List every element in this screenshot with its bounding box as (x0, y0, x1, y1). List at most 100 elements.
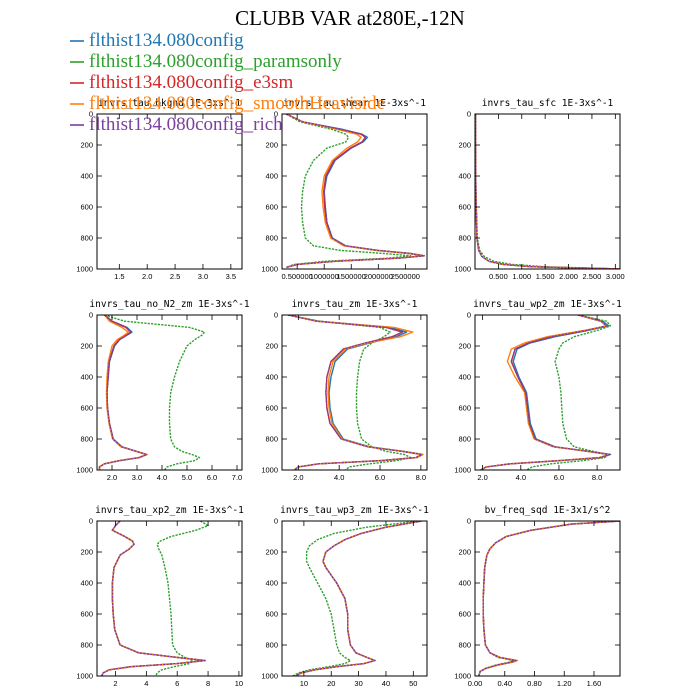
plot-area (98, 315, 206, 470)
x-tick-label: 6.0 (554, 473, 564, 482)
panel-title: invrs_tau_zm 1E-3xs^-1 (292, 299, 418, 310)
x-tick-label: 1.5 (114, 272, 124, 281)
panel-1: invrs_tau_bkgnd 1E-3xs^-1 0 200 400 600 800 10… (76, 98, 243, 281)
x-tick-label: 5.0 (182, 473, 192, 482)
y-tick-label: 400 (80, 373, 93, 382)
legend: flthist134.080configflthist134.080config… (70, 30, 385, 135)
series-line-3 (287, 315, 423, 470)
panel-title: invrs_tau_xp2_zm 1E-3xs^-1 (95, 505, 244, 516)
panel-7: invrs_tau_xp2_zm 1E-3xs^-10 200 400 600 800 1… (76, 505, 244, 688)
x-tick-label: 40 (382, 679, 390, 688)
y-tick-label: 400 (265, 579, 278, 588)
figure-title: CLUBB VAR at280E,-12N (235, 6, 465, 30)
x-tick-label: 8 (206, 679, 210, 688)
y-tick-label: 200 (458, 342, 471, 351)
panel-9: bv_freq_sqd 1E-3x1/s^2020040060080010000… (454, 505, 621, 688)
x-tick-label: 3.5 (226, 272, 236, 281)
legend-label: flthist134.080config_paramsonly (89, 51, 342, 72)
y-tick-label: 0 (467, 517, 471, 526)
y-tick-label: 1000 (261, 466, 278, 475)
y-tick-label: 400 (80, 172, 93, 181)
series-line-5 (478, 521, 620, 676)
x-tick-label: 4.0 (157, 473, 167, 482)
panel-title: invrs_tau_bkgnd 1E-3xs^-1 (98, 98, 241, 109)
series-line-5 (295, 521, 422, 676)
plot-area (475, 114, 620, 269)
y-tick-label: 0 (467, 110, 471, 119)
series-line-5 (285, 114, 425, 269)
x-tick-label: 0.500 (489, 272, 508, 281)
plot-frame (96, 113, 243, 270)
x-tick-label: 2000000 (364, 272, 393, 281)
y-tick-label: 1000 (76, 466, 93, 475)
legend-item: flthist134.080config_rich (70, 114, 283, 135)
y-tick-label: 400 (458, 373, 471, 382)
panel-title: bv_freq_sqd 1E-3x1/s^2 (485, 505, 611, 516)
panel-grid: invrs_tau_bkgnd 1E-3xs^-1020040060080010… (76, 98, 624, 688)
y-tick-label: 0 (274, 311, 278, 320)
series-line-2 (292, 521, 419, 676)
y-tick-label: 200 (265, 141, 278, 150)
x-tick-label: 2.0 (142, 272, 152, 281)
y-tick-label: 400 (265, 373, 278, 382)
panel-2: invrs_tau_shear 1E-3xs^-1 0 200 400 600 800 10… (261, 98, 428, 281)
series-line-2 (478, 521, 620, 676)
y-tick-label: 0 (274, 110, 278, 119)
plot-frame (474, 113, 621, 270)
series-line-3 (100, 521, 206, 676)
plot-area (100, 521, 209, 676)
y-tick-label: 800 (80, 641, 93, 650)
series-line-2 (475, 114, 620, 269)
legend-label: flthist134.080config_smoothHeaviside (89, 93, 385, 114)
series-line-2 (104, 315, 206, 470)
y-tick-label: 800 (265, 641, 278, 650)
plot-frame (281, 520, 428, 677)
y-tick-label: 400 (265, 172, 278, 181)
panel-title: invrs_tau_sfc 1E-3xs^-1 (482, 98, 614, 109)
x-tick-label: 50 (409, 679, 417, 688)
series-line-4 (475, 114, 620, 269)
y-tick-label: 1000 (76, 265, 93, 274)
panel-3: invrs_tau_sfc 1E-3xs^-1 0 200 400 600 800 1000… (454, 98, 624, 281)
legend-label: flthist134.080config_rich (89, 114, 283, 135)
y-tick-label: 600 (80, 404, 93, 413)
y-tick-label: 200 (265, 548, 278, 557)
y-tick-label: 600 (265, 610, 278, 619)
plot-area (285, 114, 425, 269)
series-line-5 (475, 114, 620, 269)
x-tick-label: 2.0 (107, 473, 117, 482)
x-tick-label: 6.0 (207, 473, 217, 482)
x-tick-label: 1.20 (557, 679, 572, 688)
y-tick-label: 1000 (454, 672, 471, 681)
y-tick-label: 600 (458, 404, 471, 413)
plot-area (480, 315, 612, 470)
y-tick-label: 200 (80, 342, 93, 351)
plot-frame (281, 314, 428, 471)
panel-title: invrs_tau_shear 1E-3xs^-1 (283, 98, 426, 109)
series-line-3 (285, 114, 425, 269)
x-tick-label: 4 (144, 679, 148, 688)
series-line-1 (475, 114, 620, 269)
plot-frame (474, 520, 621, 677)
series-line-3 (475, 114, 620, 269)
y-tick-label: 1000 (454, 265, 471, 274)
panel-5: invrs_tau_zm 1E-3xs^-1 0 200 400 600 800 1000 2… (261, 299, 428, 482)
x-tick-label: 0.500000 (282, 272, 313, 281)
x-tick-label: 1500000 (337, 272, 366, 281)
series-line-4 (478, 521, 620, 676)
plot-area (287, 315, 424, 470)
x-tick-label: 6.0 (375, 473, 385, 482)
y-tick-label: 400 (458, 579, 471, 588)
series-line-5 (98, 315, 148, 470)
y-tick-label: 800 (458, 641, 471, 650)
series-line-4 (295, 521, 422, 676)
series-line-2 (526, 315, 612, 470)
series-line-1 (287, 315, 424, 470)
y-tick-label: 200 (458, 141, 471, 150)
y-tick-label: 400 (80, 579, 93, 588)
y-tick-label: 800 (265, 435, 278, 444)
x-tick-label: 4.0 (334, 473, 344, 482)
series-line-5 (287, 315, 423, 470)
x-tick-label: 3.0 (132, 473, 142, 482)
x-tick-label: 30 (354, 679, 362, 688)
